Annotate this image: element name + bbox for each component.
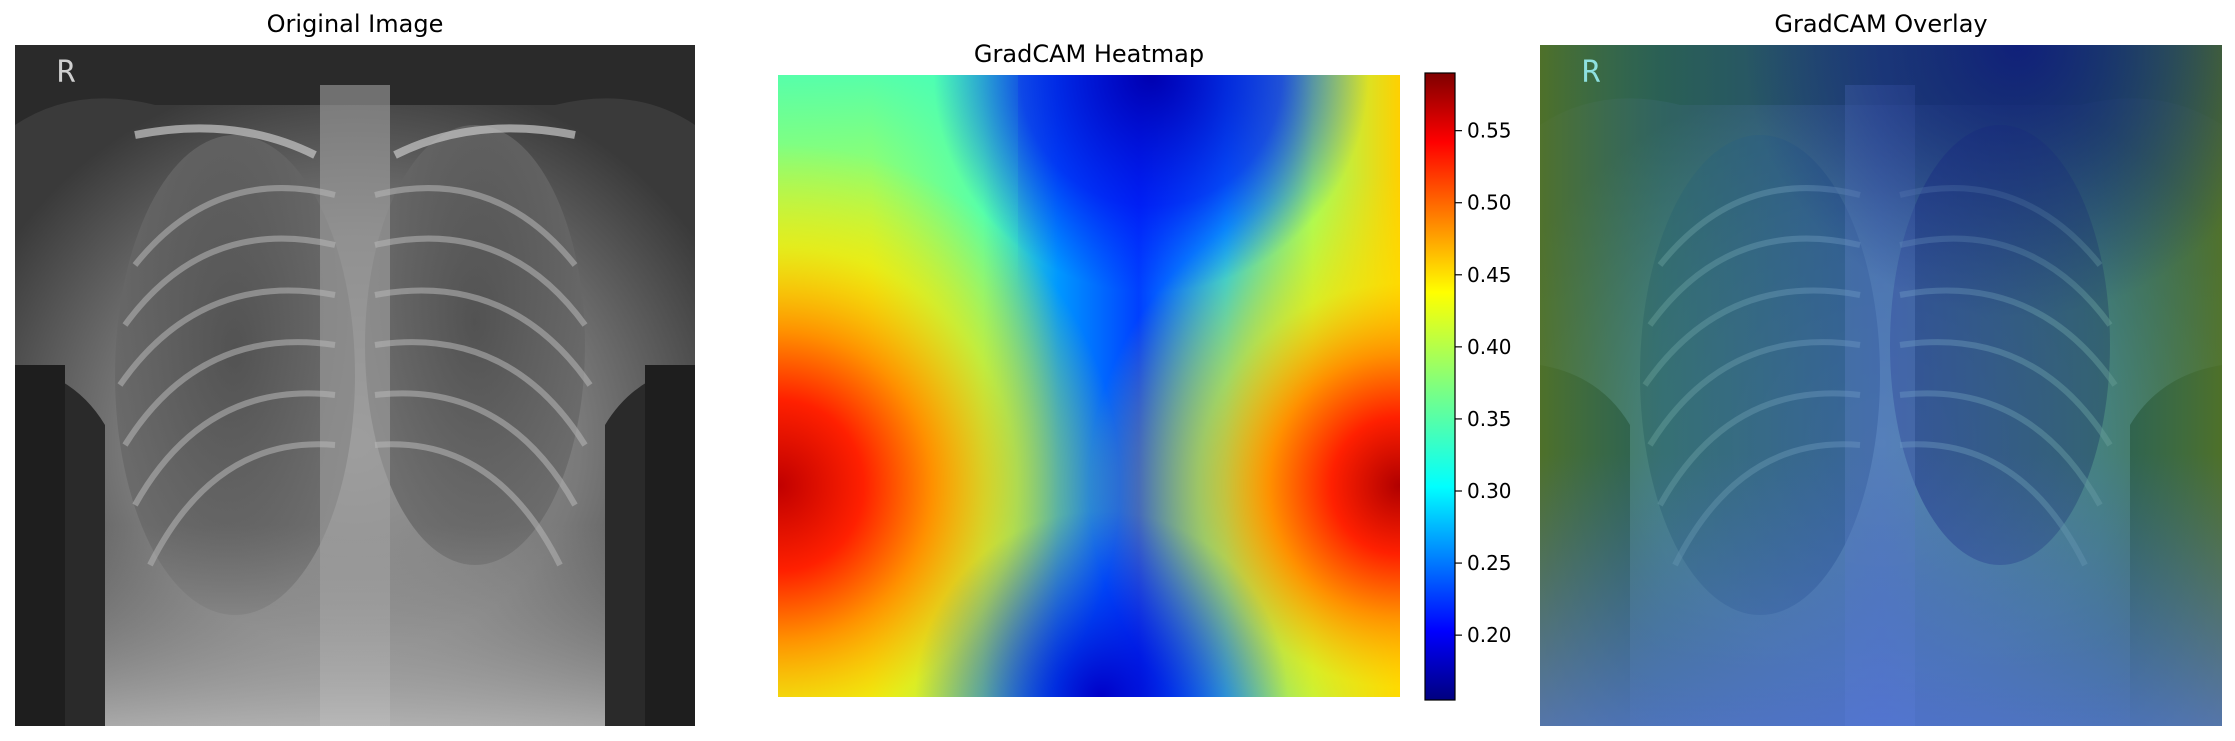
xray-drawing bbox=[15, 45, 695, 726]
gradcam-overlay-title: GradCAM Overlay bbox=[1774, 10, 1988, 38]
gradcam-heatmap-title: GradCAM Heatmap bbox=[973, 40, 1205, 68]
overlay-drawing bbox=[1540, 45, 2222, 726]
colorbar-tick-label: 0.40 bbox=[1467, 335, 1512, 359]
original-image-title: Original Image bbox=[266, 10, 444, 38]
colorbar-tick-label: 0.50 bbox=[1467, 191, 1512, 215]
colorbar-tick-label: 0.45 bbox=[1467, 263, 1512, 287]
colorbar-gradient bbox=[1424, 72, 1456, 701]
original-xray-image: R bbox=[15, 45, 695, 726]
colorbar-tick-label: 0.55 bbox=[1467, 119, 1512, 143]
colorbar-tick-label: 0.25 bbox=[1467, 551, 1512, 575]
gradcam-overlay-image: R bbox=[1540, 45, 2222, 726]
colorbar-tick-label: 0.35 bbox=[1467, 407, 1512, 431]
colorbar-tick-label: 0.30 bbox=[1467, 479, 1512, 503]
heatmap-drawing bbox=[778, 75, 1400, 697]
xray-side-marker: R bbox=[57, 55, 76, 90]
colorbar: 0.20 0.25 0.30 0.35 0.40 0.45 0.50 0.55 bbox=[1424, 72, 1534, 702]
overlay-side-marker: R bbox=[1582, 55, 1601, 90]
colorbar-tick-label: 0.20 bbox=[1467, 623, 1512, 647]
gradcam-heatmap-image bbox=[778, 75, 1400, 697]
colorbar-drawing: 0.20 0.25 0.30 0.35 0.40 0.45 0.50 0.55 bbox=[1424, 72, 1512, 701]
